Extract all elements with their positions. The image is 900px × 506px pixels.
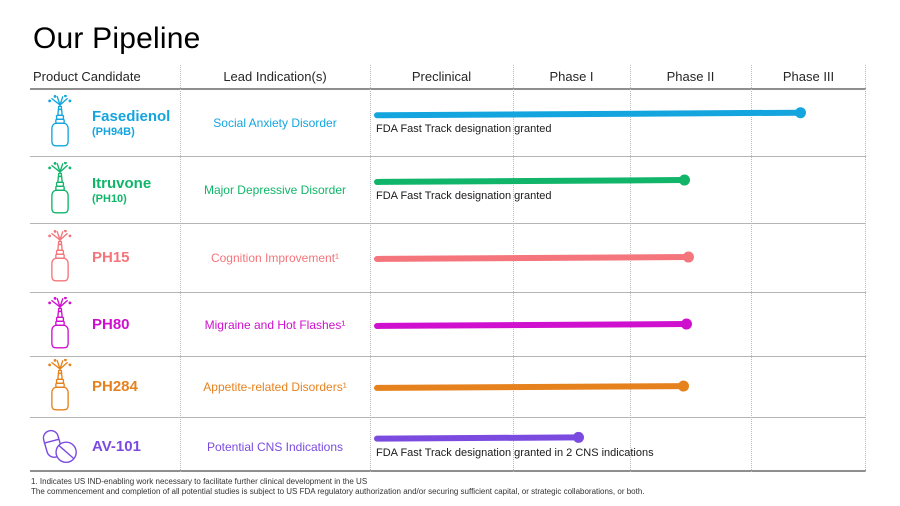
table-row: PH15 Cognition Improvement¹ bbox=[30, 224, 866, 293]
nasal-spray-icon bbox=[37, 161, 83, 219]
progress-cell bbox=[370, 357, 866, 417]
drug-name: AV-101 bbox=[92, 438, 141, 455]
drug-name: Fasedienol bbox=[92, 107, 171, 125]
bar-annotation: FDA Fast Track designation granted bbox=[376, 123, 552, 135]
header-product-candidate: Product Candidate bbox=[33, 69, 141, 84]
progress-bar bbox=[373, 174, 691, 186]
drug-name: Itruvone bbox=[92, 174, 152, 192]
product-cell: AV-101 bbox=[30, 418, 180, 476]
progress-cell: FDA Fast Track designation granted in 2 … bbox=[370, 418, 866, 476]
product-cell: PH15 bbox=[30, 224, 180, 292]
column-divider bbox=[513, 65, 514, 472]
footnote-2: The commencement and completion of all p… bbox=[31, 487, 645, 496]
drug-code: (PH10) bbox=[92, 192, 127, 205]
nasal-spray-icon bbox=[37, 229, 83, 287]
product-cell: Itruvone (PH10) bbox=[30, 157, 180, 223]
product-cell: PH284 bbox=[30, 357, 180, 417]
bar-end-dot bbox=[794, 107, 807, 119]
column-divider bbox=[751, 65, 752, 472]
drug-name: PH15 bbox=[92, 249, 130, 266]
progress-bar bbox=[373, 107, 807, 119]
table-row: AV-101 Potential CNS Indications FDA Fas… bbox=[30, 418, 866, 472]
header-phase-1: Phase I bbox=[549, 69, 594, 84]
pipeline-table: Product Candidate Lead Indication(s) Pre… bbox=[30, 65, 866, 472]
drug-code: (PH94B) bbox=[92, 125, 135, 138]
nasal-spray-icon bbox=[37, 94, 83, 152]
column-divider bbox=[630, 65, 631, 472]
product-cell: Fasedienol (PH94B) bbox=[30, 90, 180, 156]
column-divider bbox=[865, 65, 866, 472]
column-divider bbox=[180, 65, 181, 472]
indication-label: Cognition Improvement¹ bbox=[210, 251, 340, 265]
bar-annotation: FDA Fast Track designation granted bbox=[376, 190, 552, 202]
nasal-spray-icon bbox=[37, 358, 83, 416]
header-preclinical: Preclinical bbox=[411, 69, 472, 84]
nasal-spray-icon bbox=[37, 296, 83, 354]
indication-label: Major Depressive Disorder bbox=[203, 183, 347, 197]
pills-icon bbox=[37, 418, 83, 476]
drug-name: PH284 bbox=[92, 378, 138, 395]
header-phase-3: Phase III bbox=[782, 69, 835, 84]
progress-cell bbox=[370, 224, 866, 292]
indication-label: Migraine and Hot Flashes¹ bbox=[204, 317, 346, 332]
progress-bar bbox=[373, 431, 585, 443]
progress-cell: FDA Fast Track designation granted bbox=[370, 90, 866, 156]
bar-end-dot bbox=[677, 380, 690, 392]
table-row: PH284 Appetite-related Disorders¹ bbox=[30, 357, 866, 418]
progress-bar bbox=[373, 380, 690, 392]
progress-cell bbox=[370, 293, 866, 356]
product-cell: PH80 bbox=[30, 293, 180, 356]
bar-end-dot bbox=[572, 431, 585, 443]
bar-annotation: FDA Fast Track designation granted in 2 … bbox=[376, 447, 654, 459]
progress-bar bbox=[373, 318, 693, 330]
header-phase-2: Phase II bbox=[666, 69, 715, 84]
table-row: Fasedienol (PH94B) Social Anxiety Disord… bbox=[30, 90, 866, 157]
column-divider bbox=[370, 65, 371, 472]
indication-label: Social Anxiety Disorder bbox=[213, 116, 337, 130]
indication-label: Appetite-related Disorders¹ bbox=[203, 380, 347, 394]
table-row: Itruvone (PH10) Major Depressive Disorde… bbox=[30, 157, 866, 224]
bar-end-dot bbox=[678, 174, 691, 186]
progress-bar bbox=[373, 251, 695, 263]
table-body: Fasedienol (PH94B) Social Anxiety Disord… bbox=[30, 90, 866, 472]
progress-cell: FDA Fast Track designation granted bbox=[370, 157, 866, 223]
table-row: PH80 Migraine and Hot Flashes¹ bbox=[30, 293, 866, 357]
indication-label: Potential CNS Indications bbox=[206, 440, 344, 454]
page-title: Our Pipeline bbox=[33, 22, 201, 55]
footnotes: 1. Indicates US IND-enabling work necess… bbox=[31, 477, 645, 497]
drug-name: PH80 bbox=[92, 315, 130, 333]
table-header: Product Candidate Lead Indication(s) Pre… bbox=[30, 65, 866, 90]
header-lead-indications: Lead Indication(s) bbox=[223, 69, 327, 84]
footnote-1: 1. Indicates US IND-enabling work necess… bbox=[31, 477, 368, 486]
bar-end-dot bbox=[680, 318, 693, 330]
bar-end-dot bbox=[682, 251, 695, 263]
